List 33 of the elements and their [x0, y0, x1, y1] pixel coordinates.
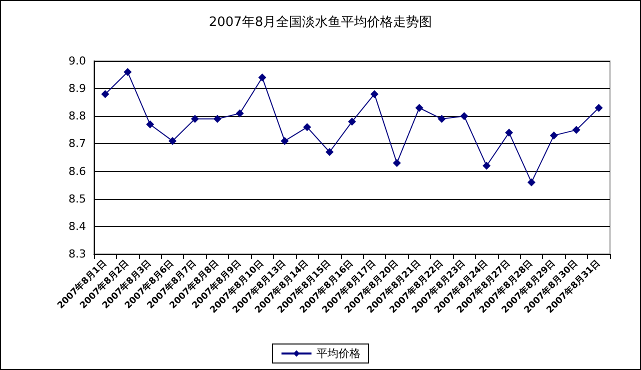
point	[101, 90, 110, 98]
point	[258, 74, 266, 82]
point	[550, 131, 558, 140]
y-tick-label: 8.3	[68, 248, 86, 260]
point	[527, 178, 536, 186]
point	[438, 114, 446, 123]
point	[505, 128, 514, 137]
y-tick-label: 8.4	[68, 220, 86, 233]
point	[572, 126, 580, 134]
y-tick-label: 8.8	[68, 110, 86, 123]
point	[213, 114, 222, 123]
legend-label: 平均价格	[316, 347, 360, 360]
point	[348, 118, 356, 126]
point	[326, 148, 334, 156]
point	[415, 104, 424, 112]
chart-title: 2007年8月全国淡水鱼平均价格走势图	[208, 15, 432, 30]
point	[303, 123, 312, 132]
point	[370, 90, 378, 98]
point	[460, 112, 468, 120]
y-tick-label: 8.7	[68, 137, 86, 150]
point	[168, 136, 177, 145]
y-tick-label: 8.6	[68, 164, 86, 178]
y-tick-label: 9.0	[68, 54, 86, 68]
point	[190, 114, 199, 123]
point	[482, 162, 491, 170]
point	[594, 104, 603, 112]
point	[392, 159, 401, 168]
point	[124, 68, 132, 76]
y-tick-label: 8.5	[68, 192, 86, 206]
point	[280, 136, 289, 145]
point	[146, 120, 154, 128]
y-tick-label: 8.9	[68, 82, 86, 96]
point	[236, 109, 244, 118]
